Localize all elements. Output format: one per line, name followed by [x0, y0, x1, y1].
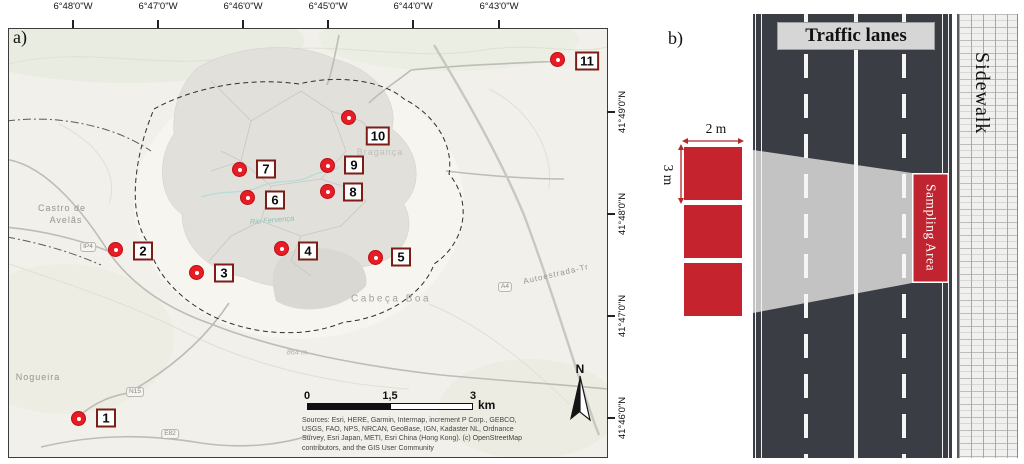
longitude-tick-label: 6°44'0"W [393, 1, 433, 12]
sampling-site-dot-10 [341, 110, 356, 125]
scale-bar-number: 0 [303, 390, 311, 402]
map-label-nogueira: Nogueira [15, 372, 61, 382]
longitude-tick-label: 6°45'0"W [308, 1, 348, 12]
square-height-dimension: 3 m [661, 164, 676, 186]
longitude-tick-label: 6°48'0"W [53, 1, 93, 12]
width-dimension-arrow [682, 138, 744, 144]
sampling-site-dot-1 [71, 411, 86, 426]
map-label-cabe-a-boa: Cabeça Boa [350, 293, 432, 305]
red-sampling-square-2 [684, 205, 742, 258]
scale-bar-unit: km [478, 398, 496, 412]
north-arrow-label: N [575, 362, 585, 376]
longitude-tick-label: 6°46'0"W [223, 1, 263, 12]
sampling-projection-area [753, 150, 912, 313]
lane-dashed-line-2 [902, 14, 906, 458]
attribution-line: Sources: Esri, HERE, Garmin, Intermap, i… [302, 417, 517, 424]
road-shield-n15: N15 [126, 387, 144, 397]
map-label-avel-s: Avelãs [49, 215, 83, 225]
map-label-bragan-a: Bragança [356, 147, 404, 157]
road-shield-a4: A4 [498, 282, 512, 292]
longitude-tick-label: 6°43'0"W [479, 1, 519, 12]
sidewalk [957, 14, 1018, 458]
sampling-site-number-6: 6 [265, 190, 285, 210]
hill-area [272, 247, 367, 310]
sampling-site-number-2: 2 [133, 241, 153, 261]
sampling-site-dot-5 [368, 250, 383, 265]
sampling-site-number-1: 1 [96, 408, 116, 428]
lane-dashed-line-1 [804, 14, 808, 458]
longitude-tick-label: 6°47'0"W [138, 1, 178, 12]
scale-bar-white-segment [390, 403, 473, 410]
sampling-site-dot-2 [108, 242, 123, 257]
road-shield-e82: E82 [161, 429, 179, 439]
contour-lines [9, 46, 607, 405]
panel-b-letter: b) [668, 28, 683, 48]
latitude-tick-mark [607, 111, 615, 113]
sampling-site-number-10: 10 [365, 126, 391, 146]
sampling-site-dot-3 [189, 265, 204, 280]
panel-b-road-scheme: b) Traffic lanes Sampling Area Sidewalk … [660, 0, 1024, 464]
map-label-864-m: 864 m [286, 347, 308, 357]
street-grid [208, 80, 382, 277]
latitude-tick-label: 41°46'0"N [617, 396, 628, 440]
sampling-site-number-9: 9 [344, 155, 364, 175]
sampling-site-dot-9 [320, 158, 335, 173]
urban-area [162, 47, 417, 288]
longitude-tick-mark [157, 20, 159, 28]
sampling-site-number-11: 11 [575, 51, 599, 71]
latitude-tick-mark [607, 315, 615, 317]
longitude-tick-mark [72, 20, 74, 28]
sampling-site-number-7: 7 [256, 159, 276, 179]
sampling-site-dot-6 [240, 190, 255, 205]
scale-bar-number: 1,5 [382, 390, 398, 402]
latitude-tick-label: 41°48'0"N [617, 192, 628, 236]
latitude-tick-label: 41°47'0"N [617, 294, 628, 338]
longitude-tick-mark [242, 20, 244, 28]
road-edge-line-left [755, 14, 762, 458]
longitude-tick-mark [498, 20, 500, 28]
latitude-tick-mark [607, 417, 615, 419]
panel-a-map: a) 6°48'0"W 6°47'0"W 6°46'0"W 6°45'0"W 6°44'… [8, 1, 628, 458]
longitude-tick-mark [412, 20, 414, 28]
sampling-site-dot-11 [550, 52, 565, 67]
attribution-line: Survey, Esri Japan, METI, Esri China (Ho… [302, 435, 523, 443]
sampling-site-dot-8 [320, 184, 335, 199]
sampling-site-dot-7 [232, 162, 247, 177]
attribution-line: USGS, FAO, NPS, NRCAN, GeoBase, IGN, Kad… [302, 426, 514, 434]
height-dimension-arrow [678, 144, 684, 204]
city-boundary-dashed [134, 78, 464, 334]
north-arrow-icon [570, 375, 591, 422]
red-sampling-square-3 [684, 263, 742, 316]
sampling-area-text: Sampling Area [923, 184, 939, 272]
sampling-site-number-8: 8 [343, 182, 363, 202]
traffic-lanes-label: Traffic lanes [777, 22, 935, 50]
main-roads [9, 34, 607, 448]
admin-boundary [9, 118, 152, 266]
longitude-tick-mark [327, 20, 329, 28]
sampling-site-number-3: 3 [214, 263, 234, 283]
lane-solid-line [854, 14, 858, 458]
sampling-site-number-4: 4 [298, 241, 318, 261]
scale-bar-black-segment [307, 403, 390, 410]
attribution-line: contributors, and the GIS User Community [302, 444, 434, 452]
road-surface: Traffic lanes Sampling Area [753, 14, 952, 458]
scale-bar-number: 3 [469, 390, 477, 402]
sampling-area-box: Sampling Area [912, 173, 949, 283]
road-shield-ip4: IP4 [80, 242, 96, 252]
latitude-tick-label: 41°49'0"N [617, 90, 628, 134]
traffic-lanes-text: Traffic lanes [805, 25, 907, 46]
panel-a-letter: a) [13, 27, 27, 47]
sampling-site-dot-4 [274, 241, 289, 256]
square-width-dimension: 2 m [705, 121, 727, 136]
red-sampling-square-1 [684, 147, 742, 200]
sidewalk-text: Sidewalk [971, 52, 993, 135]
map-label-castro-de: Castro de [37, 203, 87, 213]
attribution-text: Sources: Esri, HERE, Garmin, Intermap, i… [302, 416, 594, 453]
latitude-tick-mark [607, 213, 615, 215]
sampling-site-number-5: 5 [391, 247, 411, 267]
